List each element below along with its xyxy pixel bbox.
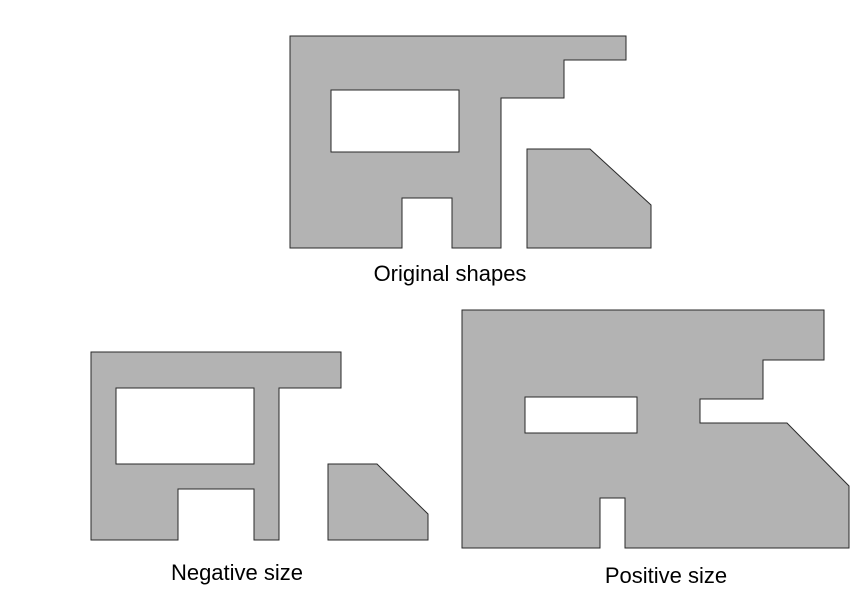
original-shapes-group: Original shapes: [290, 36, 651, 286]
positive-size-caption: Positive size: [605, 563, 727, 588]
positive-merged-shape: [462, 310, 849, 548]
original-chamfered-shape: [527, 149, 651, 248]
negative-size-group: Negative size: [91, 352, 428, 585]
negative-chamfered-shape: [328, 464, 428, 540]
positive-size-group: Positive size: [462, 310, 849, 588]
negative-size-caption: Negative size: [171, 560, 303, 585]
original-shapes-caption: Original shapes: [374, 261, 527, 286]
negative-main-shape: [91, 352, 341, 540]
